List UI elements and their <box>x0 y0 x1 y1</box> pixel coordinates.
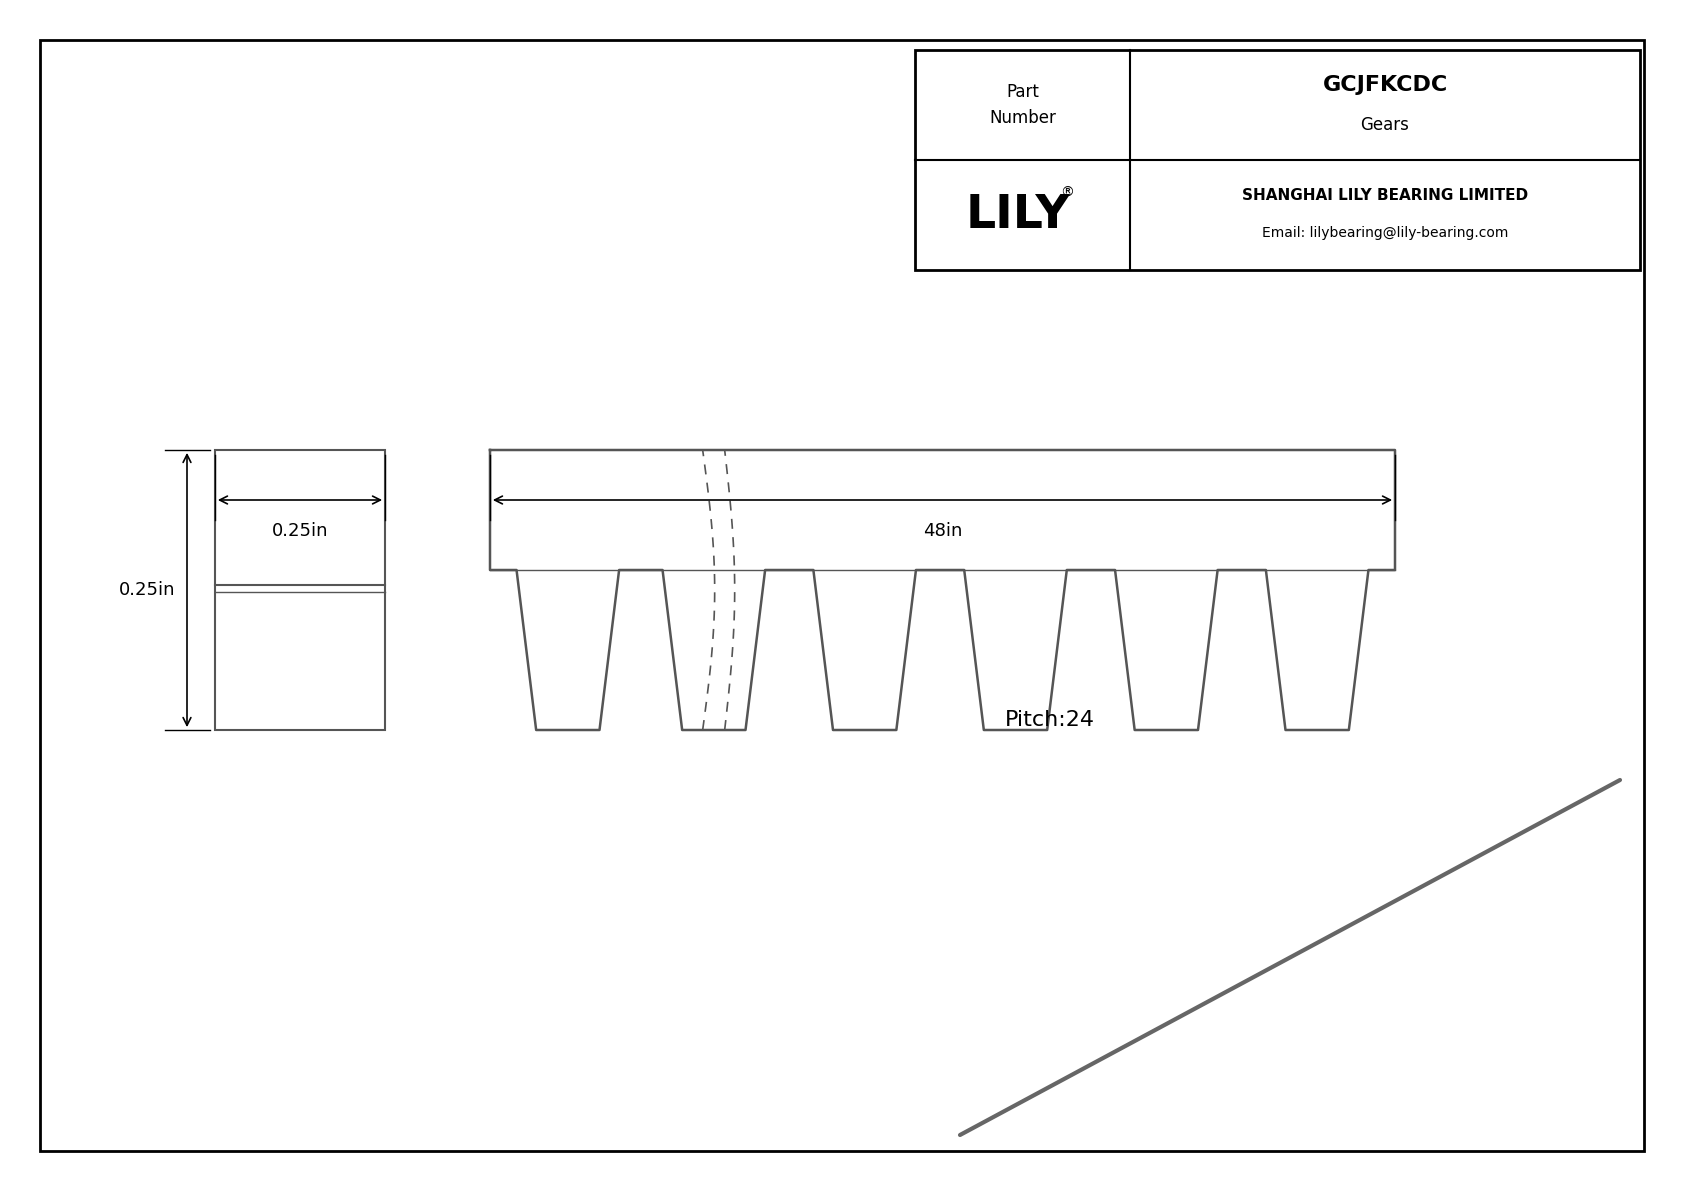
Text: 0.25in: 0.25in <box>118 581 175 599</box>
Text: Part
Number: Part Number <box>989 83 1056 127</box>
Text: Pitch:24: Pitch:24 <box>1005 710 1095 730</box>
Text: Gears: Gears <box>1361 116 1410 135</box>
Text: Email: lilybearing@lily-bearing.com: Email: lilybearing@lily-bearing.com <box>1261 226 1509 241</box>
Bar <box>914 50 1640 270</box>
Text: 0.25in: 0.25in <box>271 522 328 540</box>
Bar <box>216 450 386 730</box>
Text: LILY: LILY <box>965 193 1069 237</box>
Text: SHANGHAI LILY BEARING LIMITED: SHANGHAI LILY BEARING LIMITED <box>1241 187 1527 202</box>
Text: 48in: 48in <box>923 522 962 540</box>
Text: GCJFKCDC: GCJFKCDC <box>1322 75 1448 95</box>
Text: ®: ® <box>1061 186 1074 200</box>
